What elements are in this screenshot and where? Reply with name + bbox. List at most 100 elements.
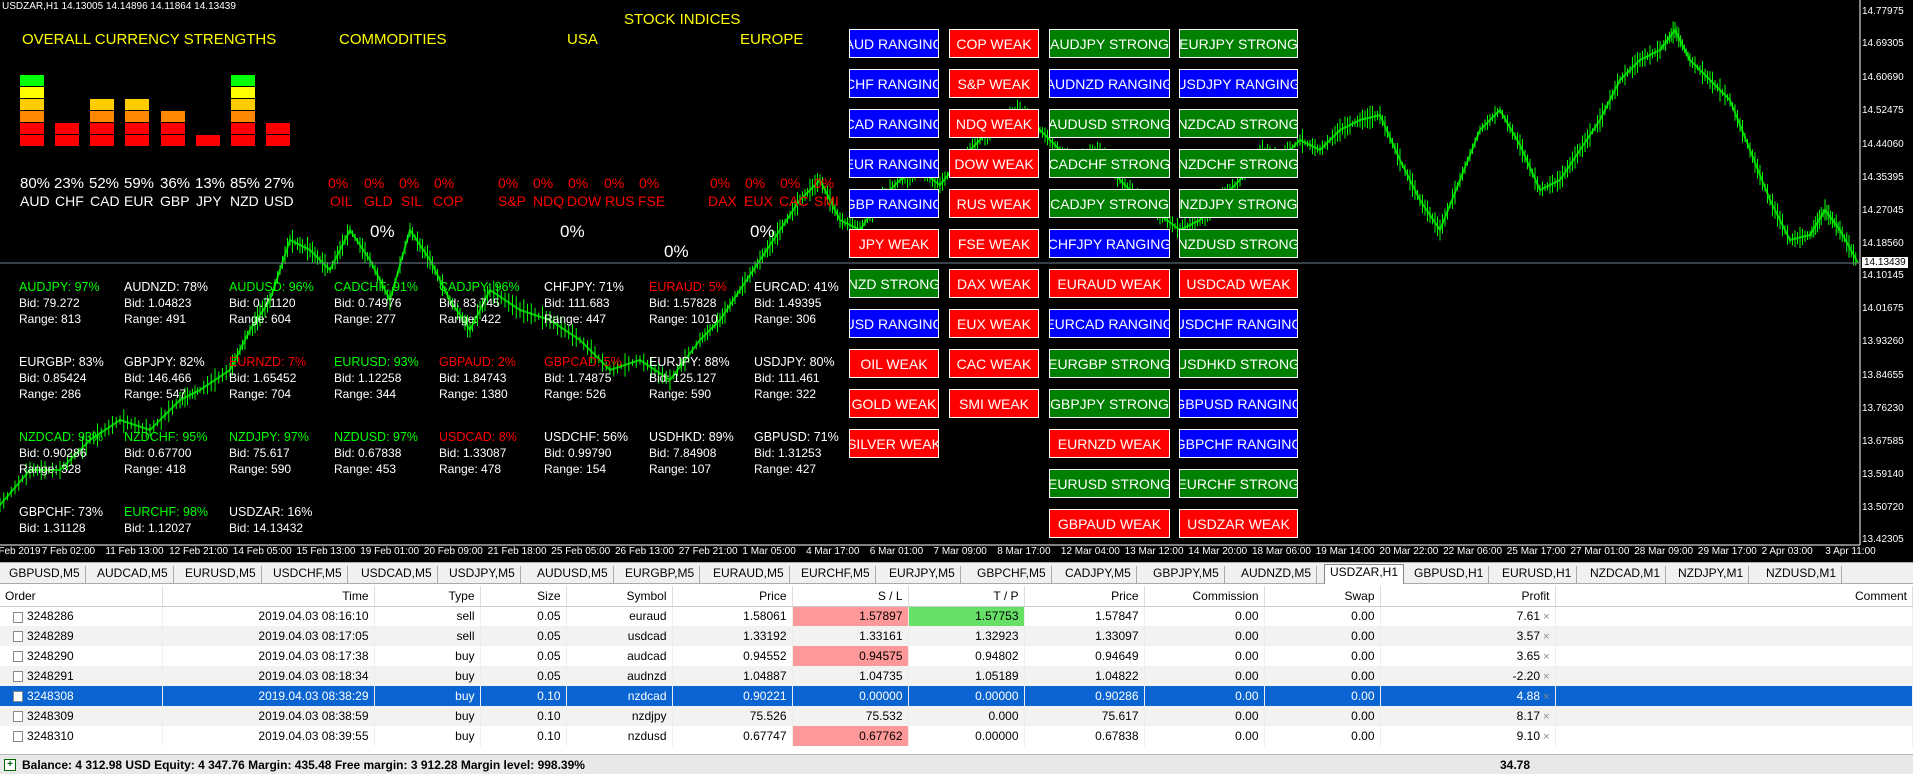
signal-button[interactable]: OIL WEAK — [849, 349, 939, 378]
column-header[interactable]: Price — [672, 586, 793, 607]
time-axis-label: 14 Mar 20:00 — [1188, 546, 1248, 557]
signal-button[interactable]: AUDNZD RANGING — [1049, 69, 1170, 98]
signal-button[interactable]: USDHKD STRONG — [1179, 349, 1298, 378]
signal-button[interactable]: EURNZD WEAK — [1049, 429, 1170, 458]
column-header[interactable]: Price — [1024, 586, 1145, 607]
chart-tab[interactable]: EURJPY,M5 — [884, 566, 961, 583]
close-order-icon[interactable]: × — [1540, 671, 1550, 683]
signal-button[interactable]: USD RANGING — [849, 309, 939, 338]
signal-button[interactable]: CHFJPY RANGING — [1049, 229, 1170, 258]
signal-button[interactable]: CAD RANGING — [849, 109, 939, 138]
signal-button[interactable]: NZDCAD STRONG — [1179, 109, 1298, 138]
signal-button[interactable]: NDQ WEAK — [949, 109, 1039, 138]
signal-button[interactable]: CADCHF STRONG — [1049, 149, 1170, 178]
signal-button[interactable]: EURGBP STRONG — [1049, 349, 1170, 378]
signal-button[interactable]: FSE WEAK — [949, 229, 1039, 258]
chart-tab[interactable]: GBPCHF,M5 — [972, 566, 1052, 583]
chart-tab[interactable]: USDCAD,M5 — [356, 566, 438, 583]
chart-tab[interactable]: EURCHF,M5 — [796, 566, 876, 583]
expand-icon[interactable]: + — [4, 759, 16, 771]
chart-tab[interactable]: NZDCAD,M1 — [1585, 566, 1667, 583]
signal-button[interactable]: SMI WEAK — [949, 389, 1039, 418]
chart-tab[interactable]: GBPUSD,M5 — [4, 566, 86, 583]
order-row[interactable]: 3248310 2019.04.03 08:39:55 buy 0.10 nzdusd 0… — [0, 726, 1913, 746]
column-header[interactable]: S / L — [792, 586, 909, 607]
chart-tab[interactable]: GBPJPY,M5 — [1148, 566, 1225, 583]
signal-button[interactable]: EURJPY STRONG — [1179, 29, 1298, 58]
order-row[interactable]: 3248308 2019.04.03 08:38:29 buy 0.10 nzdcad 0… — [0, 686, 1913, 706]
pair-bid: Bid: 1.74875 — [544, 371, 612, 385]
close-order-icon[interactable]: × — [1540, 611, 1550, 624]
close-order-icon[interactable]: × — [1540, 651, 1550, 663]
signal-button[interactable]: EURAUD WEAK — [1049, 269, 1170, 298]
column-header[interactable]: Comment — [1555, 586, 1913, 607]
chart-tab[interactable]: AUDNZD,M5 — [1236, 566, 1318, 583]
chart-tab[interactable]: USDJPY,M5 — [444, 566, 521, 583]
chart-tab[interactable]: EURAUD,M5 — [708, 566, 790, 583]
signal-button[interactable]: AUD RANGING — [849, 29, 939, 58]
signal-button[interactable]: GBPJPY STRONG — [1049, 389, 1170, 418]
signal-button[interactable]: EUX WEAK — [949, 309, 1039, 338]
signal-button[interactable]: AUDJPY STRONG — [1049, 29, 1170, 58]
signal-button[interactable]: USDCAD WEAK — [1179, 269, 1298, 298]
signal-button[interactable]: GBPAUD WEAK — [1049, 509, 1170, 538]
chart-tab[interactable]: USDZAR,H1 — [1324, 564, 1405, 584]
signal-button[interactable]: COP WEAK — [949, 29, 1039, 58]
column-header[interactable]: Profit — [1380, 586, 1556, 607]
chart-tab[interactable]: AUDUSD,M5 — [532, 566, 614, 583]
signal-button[interactable]: SILVER WEAK — [849, 429, 939, 458]
chart-tab[interactable]: USDCHF,M5 — [268, 566, 348, 583]
column-header[interactable]: T / P — [908, 586, 1025, 607]
chart-tab[interactable]: AUDCAD,M5 — [92, 566, 174, 583]
signal-button[interactable]: GBP RANGING — [849, 189, 939, 218]
column-header[interactable]: Order — [0, 586, 163, 607]
signal-button[interactable]: CHF RANGING — [849, 69, 939, 98]
signal-button[interactable]: EURUSD STRONG — [1049, 469, 1170, 498]
signal-button[interactable]: AUDUSD STRONG — [1049, 109, 1170, 138]
column-header[interactable]: Time — [162, 586, 375, 607]
signal-button[interactable]: EUR RANGING — [849, 149, 939, 178]
column-header[interactable]: Size — [480, 586, 567, 607]
signal-button[interactable]: USDCHF RANGING — [1179, 309, 1298, 338]
column-header[interactable]: Commission — [1144, 586, 1265, 607]
chart-tab[interactable]: GBPUSD,H1 — [1409, 566, 1490, 583]
close-order-icon[interactable]: × — [1540, 691, 1550, 703]
chart-tab[interactable]: EURGBP,M5 — [620, 566, 701, 583]
chart-tab[interactable]: NZDUSD,M1 — [1761, 566, 1843, 583]
column-header[interactable]: Type — [374, 586, 481, 607]
close-order-icon[interactable]: × — [1540, 631, 1550, 643]
order-row[interactable]: 3248290 2019.04.03 08:17:38 buy 0.05 audcad 0… — [0, 646, 1913, 666]
signal-button[interactable]: EURCHF STRONG — [1179, 469, 1298, 498]
signal-button[interactable]: EURCAD RANGING — [1049, 309, 1170, 338]
chart-tab[interactable]: CADJPY,M5 — [1060, 566, 1137, 583]
close-order-icon[interactable]: × — [1540, 731, 1550, 743]
signal-button[interactable]: GOLD WEAK — [849, 389, 939, 418]
order-row[interactable]: 3248291 2019.04.03 08:18:34 buy 0.05 audnzd 1… — [0, 666, 1913, 686]
order-row[interactable]: 3248309 2019.04.03 08:38:59 buy 0.10 nzdjpy 7… — [0, 706, 1913, 726]
chart-tab[interactable]: EURUSD,H1 — [1497, 566, 1578, 583]
order-row[interactable]: 3248289 2019.04.03 08:17:05 sell 0.05 usdcad… — [0, 626, 1913, 646]
signal-button[interactable]: USDJPY RANGING — [1179, 69, 1298, 98]
signal-button[interactable]: DOW WEAK — [949, 149, 1039, 178]
signal-button[interactable]: S&P WEAK — [949, 69, 1039, 98]
signal-button[interactable]: NZD STRONG — [849, 269, 939, 298]
chart-tab[interactable]: NZDJPY,M1 — [1673, 566, 1750, 583]
signal-button[interactable]: NZDCHF STRONG — [1179, 149, 1298, 178]
signal-button[interactable]: CAC WEAK — [949, 349, 1039, 378]
close-order-icon[interactable]: × — [1540, 711, 1550, 723]
signal-button[interactable]: RUS WEAK — [949, 189, 1039, 218]
chart-tab[interactable]: EURUSD,M5 — [180, 566, 262, 583]
signal-button[interactable]: GBPUSD RANGING — [1179, 389, 1298, 418]
column-header[interactable]: Symbol — [566, 586, 673, 607]
signal-button[interactable]: NZDJPY STRONG — [1179, 189, 1298, 218]
signal-button[interactable]: NZDUSD STRONG — [1179, 229, 1298, 258]
column-header[interactable]: Swap — [1264, 586, 1381, 607]
signal-button[interactable]: DAX WEAK — [949, 269, 1039, 298]
signal-button[interactable]: CADJPY STRONG — [1049, 189, 1170, 218]
order-cell: 0.05 — [537, 669, 561, 683]
signal-button[interactable]: JPY WEAK — [849, 229, 939, 258]
signal-button[interactable]: USDZAR WEAK — [1179, 509, 1298, 538]
signal-button[interactable]: GBPCHF RANGING — [1179, 429, 1298, 458]
order-row[interactable]: 3248286 2019.04.03 08:16:10 sell 0.05 euraud… — [0, 606, 1913, 626]
price-chart[interactable]: USDZAR,H1 14.13005 14.14896 14.11864 14.… — [0, 0, 1913, 562]
